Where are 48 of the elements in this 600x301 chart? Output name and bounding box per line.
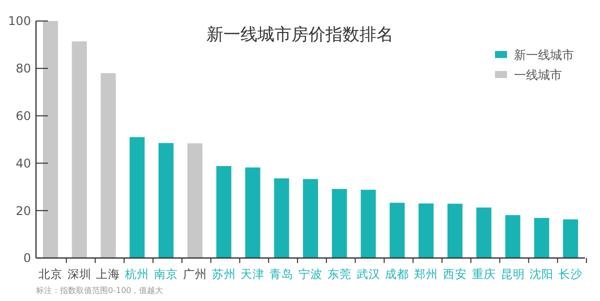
bar — [332, 189, 347, 258]
chart-title: 新一线城市房价指数排名 — [206, 25, 394, 45]
x-tick-label: 昆明 — [500, 267, 525, 281]
x-tick-label: 南京 — [154, 267, 178, 281]
legend-label: 新一线城市 — [514, 48, 574, 62]
x-tick-label: 武汉 — [356, 267, 380, 281]
bar — [158, 143, 174, 258]
bar — [42, 21, 58, 258]
x-tick-label: 郑州 — [414, 267, 438, 281]
text: 标注：指数取值范围0-100，值越大 — [35, 286, 164, 295]
x-tick-label: 重庆 — [472, 267, 496, 281]
x-tick-label: 长沙 — [558, 267, 583, 281]
bar — [447, 204, 462, 258]
x-tick-label: 成都 — [385, 267, 410, 281]
bar — [216, 166, 232, 258]
x-tick-label: 苏州 — [212, 267, 236, 281]
bar — [245, 167, 260, 258]
bar — [476, 208, 492, 258]
bar — [302, 179, 318, 258]
bar — [390, 202, 405, 258]
bar — [72, 41, 87, 258]
x-tick-label: 沈阳 — [530, 267, 554, 281]
x-tick-label: 上海 — [96, 267, 120, 281]
y-tick-label: 20 — [16, 204, 31, 218]
bar — [187, 143, 202, 258]
bar — [563, 219, 578, 258]
x-tick-label: 广州 — [182, 267, 207, 281]
bar — [505, 215, 520, 258]
bar — [130, 137, 145, 258]
x-tick-label: 天津 — [240, 267, 265, 281]
x-tick-label: 西安 — [442, 267, 467, 281]
bar — [100, 73, 116, 258]
x-tick-label: 北京 — [38, 267, 62, 281]
x-tick-label: 青岛 — [270, 267, 294, 281]
y-tick-label: 100 — [8, 14, 31, 28]
bar — [360, 190, 376, 258]
legend-label: 一线城市 — [514, 68, 562, 82]
x-tick-label: 东莞 — [327, 267, 352, 281]
x-tick-label: 杭州 — [124, 267, 150, 281]
y-tick-label: 0 — [23, 251, 31, 266]
bar — [418, 203, 434, 258]
bar — [534, 218, 550, 258]
y-tick-label: 40 — [16, 156, 31, 170]
y-tick-label: 60 — [16, 109, 31, 123]
x-tick-label: 宁波 — [298, 267, 322, 281]
y-tick-label: 80 — [16, 62, 31, 76]
bar — [274, 178, 290, 258]
x-tick-label: 深圳 — [67, 267, 92, 281]
